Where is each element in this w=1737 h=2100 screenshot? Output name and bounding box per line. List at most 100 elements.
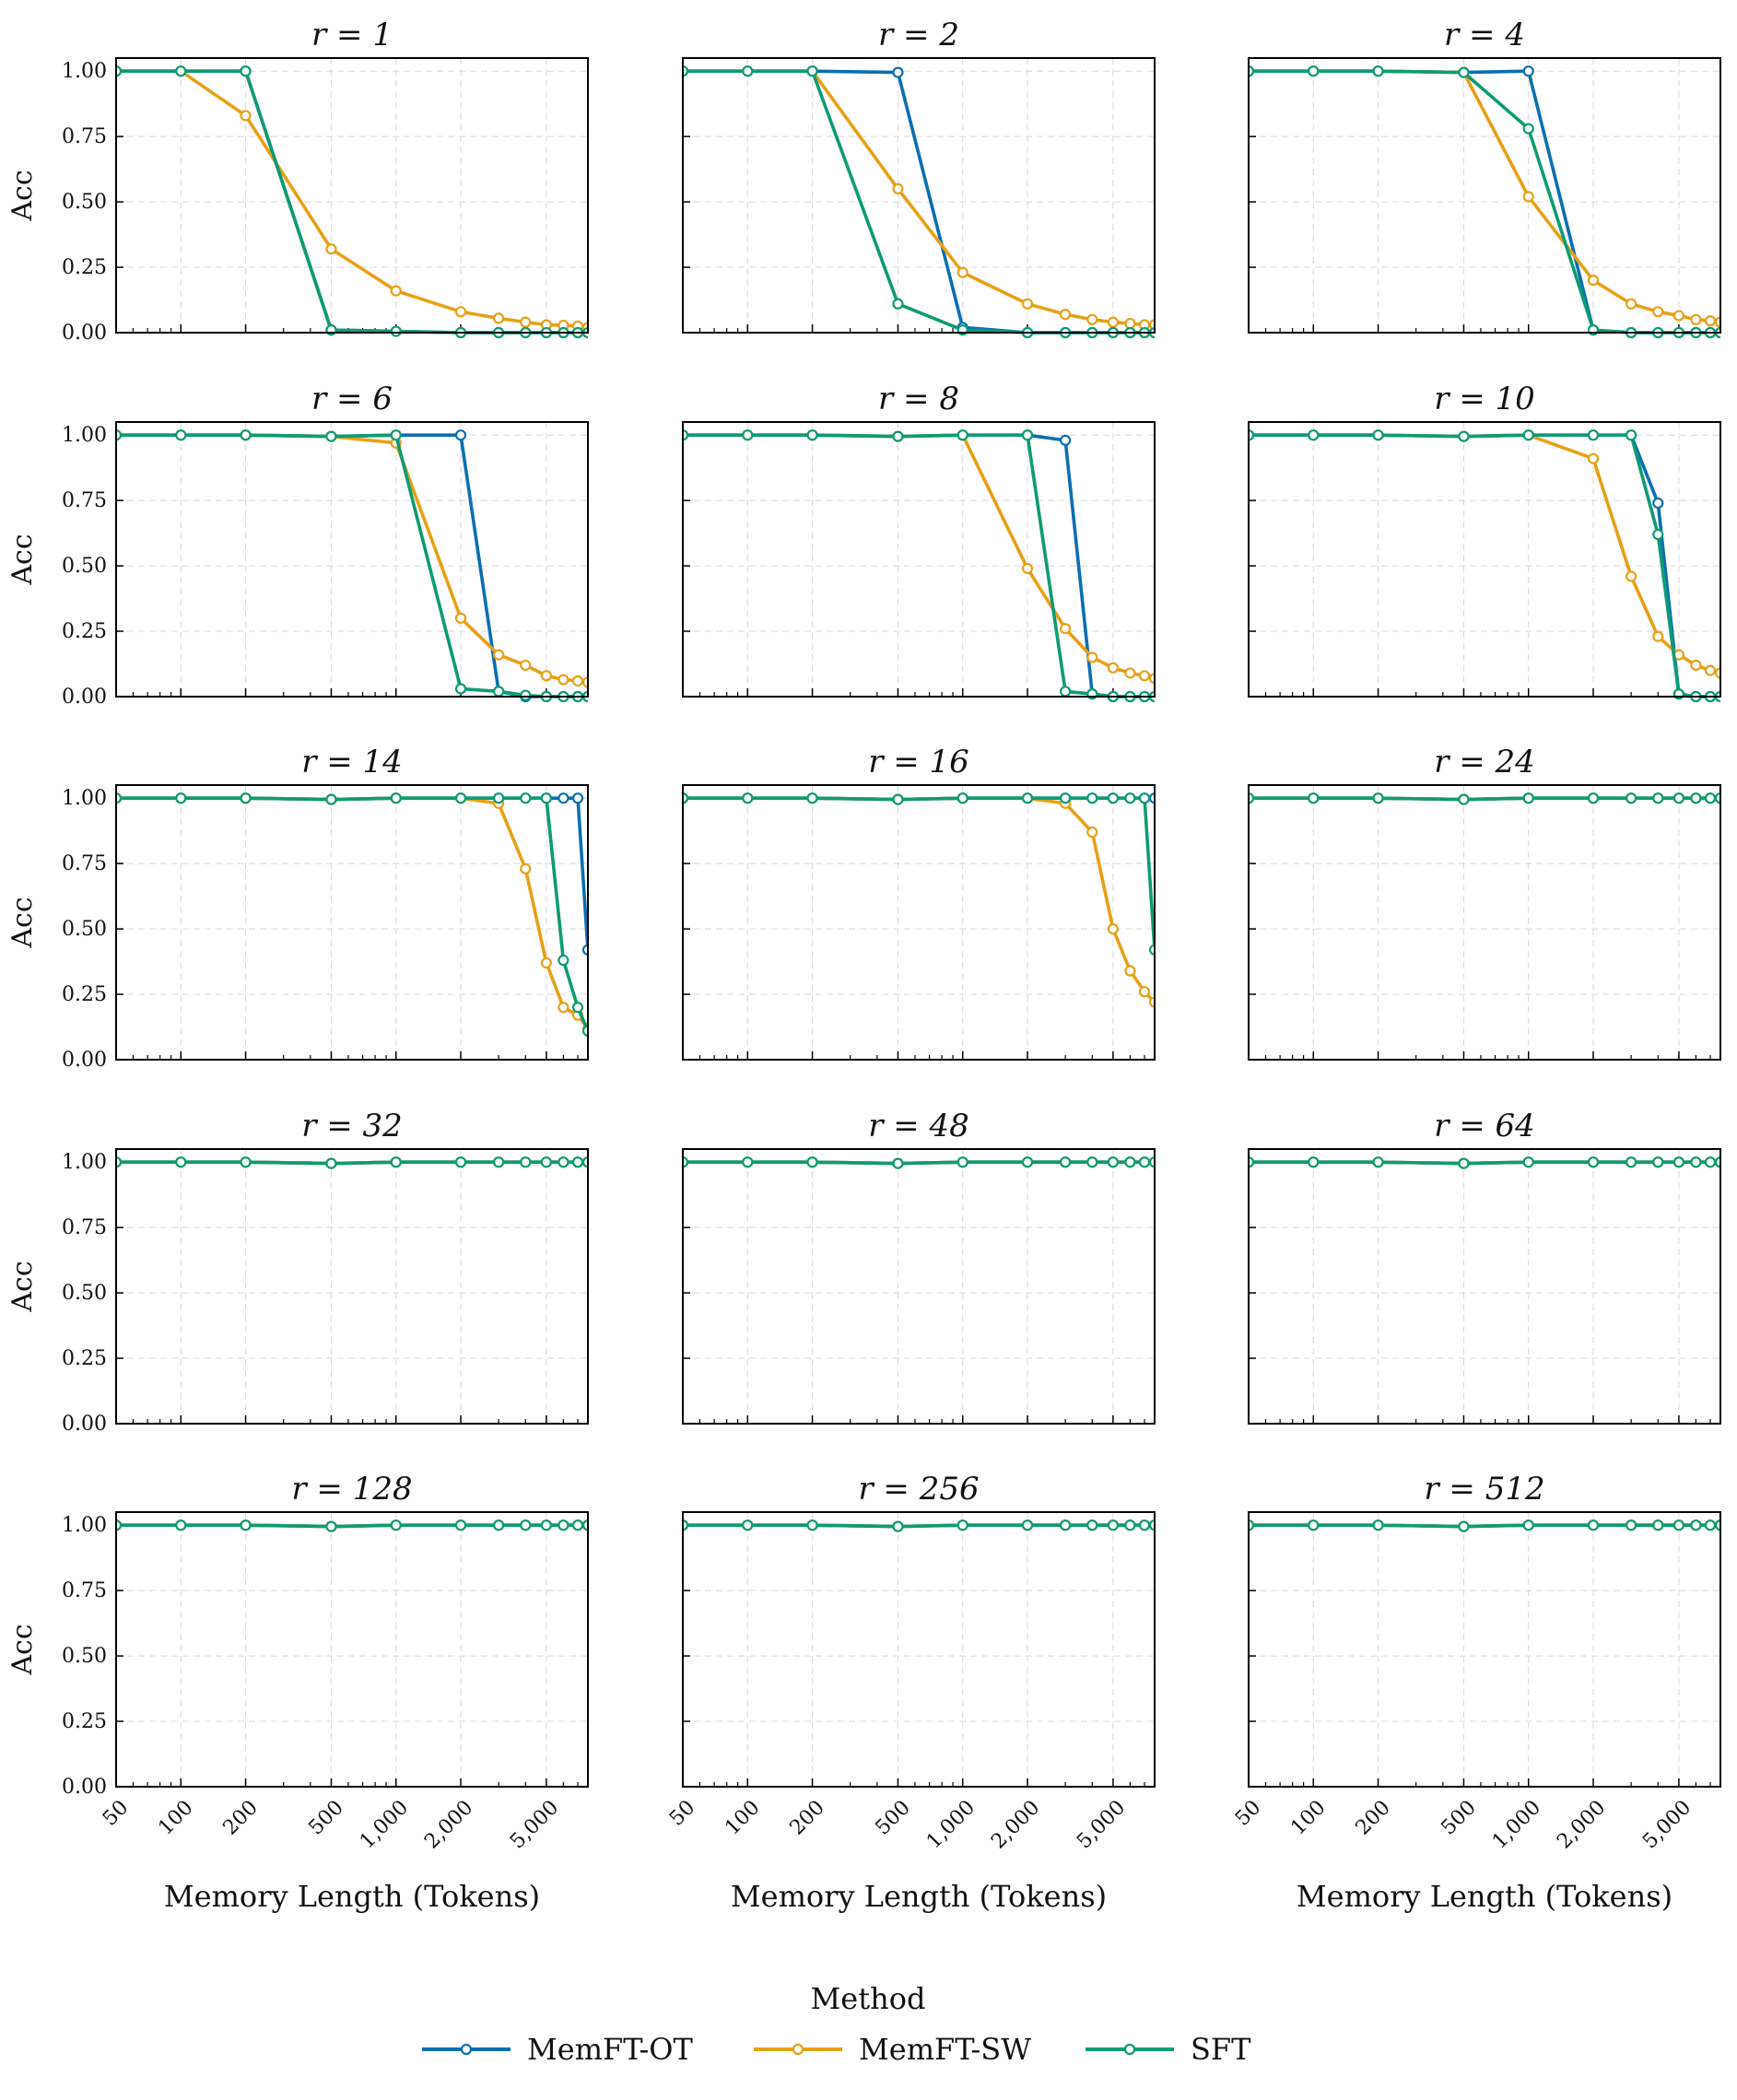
data-point-sft — [806, 1156, 818, 1168]
axes-frame — [1248, 784, 1721, 1061]
axes-frame — [1248, 421, 1721, 698]
data-point-memft-sw — [240, 110, 252, 122]
data-point-memft-sw — [1652, 306, 1664, 318]
data-point-sft — [1021, 1519, 1034, 1531]
data-point-sft — [1690, 792, 1702, 804]
panel-r6: 0.00 0.25 0.50 0.75 1.00 r = 6 Acc — [6, 381, 589, 709]
data-point-sft — [1249, 792, 1255, 804]
y-tick-label: 0.75 — [62, 489, 107, 512]
data-point-memft-sw — [520, 659, 532, 672]
data-point-sft — [742, 429, 754, 441]
data-point-memft-sw — [557, 674, 569, 686]
data-point-sft — [571, 1156, 584, 1168]
axes-frame — [1248, 1511, 1721, 1788]
panel-title: r = 4 — [1444, 17, 1525, 53]
data-point-sft — [1587, 1156, 1600, 1168]
data-point-sft — [175, 792, 187, 804]
axes-frame — [682, 784, 1156, 1061]
data-point-sft — [1690, 1156, 1702, 1168]
data-point-sft — [325, 1157, 337, 1169]
data-point-sft — [1626, 792, 1637, 804]
data-point-sft — [742, 792, 754, 804]
panel-r1: 0.00 0.25 0.50 0.75 1.00 r = 1 Acc — [6, 17, 589, 345]
data-point-sft — [806, 792, 818, 804]
series-line-sft — [1249, 796, 1720, 802]
axes-frame — [682, 1148, 1156, 1425]
data-point-sft — [742, 1156, 754, 1168]
axes-frame — [115, 57, 589, 334]
data-point-sft — [1372, 792, 1384, 804]
data-point-sft — [116, 792, 123, 804]
data-point-memft-sw — [1714, 316, 1720, 328]
y-tick-label: 0.00 — [62, 686, 107, 709]
data-point-sft — [390, 1156, 402, 1168]
data-point-sft — [240, 1156, 252, 1168]
data-point-sft — [892, 1520, 904, 1532]
panel-r14: 0.00 0.25 0.50 0.75 1.00 r = 14 Acc — [6, 744, 589, 1072]
series-line-memft-sw — [683, 796, 1155, 1003]
legend-label: MemFT-SW — [859, 2032, 1031, 2067]
data-point-sft — [1021, 1156, 1034, 1168]
data-point-memft-sw — [1626, 298, 1637, 310]
data-point-memft-sw — [454, 306, 467, 318]
y-axis-label: Acc — [6, 170, 39, 221]
data-point-memft-sw — [957, 266, 968, 278]
data-point-sft — [390, 792, 402, 804]
legend-swatch-marker — [792, 2043, 804, 2056]
series-group — [683, 1156, 1155, 1169]
series-line-sft — [683, 1523, 1155, 1529]
y-tick-label: 0.00 — [62, 1049, 107, 1072]
data-point-memft-sw — [520, 316, 532, 328]
legend-entry: MemFT-OT — [422, 2032, 694, 2067]
panel-title: r = 10 — [1434, 381, 1535, 417]
data-point-memft-ot — [571, 792, 584, 804]
data-point-sft — [1138, 1156, 1151, 1168]
data-point-sft — [1672, 1519, 1685, 1531]
data-point-sft — [1626, 1519, 1637, 1531]
y-tick-label: 0.50 — [62, 1282, 107, 1305]
data-point-memft-sw — [1148, 673, 1155, 685]
x-tick-label: 200 — [219, 1796, 263, 1839]
axes-frame — [682, 421, 1156, 698]
legend-entry: SFT — [1086, 2032, 1251, 2067]
data-point-sft — [1249, 429, 1255, 441]
data-point-sft — [1704, 1156, 1717, 1168]
axes-frame — [1248, 57, 1721, 334]
panel-title: r = 24 — [1434, 744, 1535, 780]
panel-r8: r = 8 — [682, 381, 1156, 703]
y-tick-label: 0.25 — [62, 620, 107, 643]
data-point-sft — [175, 65, 187, 77]
panel-r48: r = 48 — [682, 1108, 1156, 1425]
data-point-memft-sw — [571, 675, 584, 687]
data-point-sft — [1522, 1156, 1534, 1168]
y-axis-label: Acc — [6, 897, 39, 948]
x-tick-label: 2,000 — [987, 1796, 1044, 1853]
data-point-memft-ot — [892, 66, 904, 78]
x-axis-label: Memory Length (Tokens) — [731, 1879, 1107, 1914]
data-point-sft — [493, 686, 505, 698]
data-point-memft-sw — [1704, 664, 1717, 676]
data-point-sft — [557, 1519, 569, 1531]
data-point-sft — [175, 429, 187, 441]
series-group — [683, 1519, 1155, 1532]
data-point-memft-sw — [1690, 659, 1702, 672]
data-point-sft — [957, 1519, 968, 1531]
data-point-sft — [1626, 429, 1637, 441]
x-tick-label: 500 — [1437, 1796, 1480, 1839]
data-point-sft — [1086, 1519, 1098, 1531]
data-point-memft-sw — [540, 670, 553, 682]
data-point-sft — [1021, 792, 1034, 804]
data-point-sft — [1148, 1519, 1155, 1531]
data-point-sft — [1249, 1156, 1255, 1168]
data-point-sft — [1587, 792, 1600, 804]
panel-title: r = 6 — [311, 381, 393, 417]
data-point-memft-sw — [1124, 667, 1136, 679]
data-point-sft — [520, 689, 532, 701]
data-point-sft — [1124, 1519, 1136, 1531]
data-point-sft — [1458, 793, 1470, 805]
panel-title: r = 32 — [301, 1108, 403, 1144]
x-tick-label: 1,000 — [356, 1796, 413, 1853]
data-point-sft — [1458, 1520, 1470, 1532]
series-group — [116, 1156, 588, 1169]
series-line-sft — [116, 796, 588, 1032]
